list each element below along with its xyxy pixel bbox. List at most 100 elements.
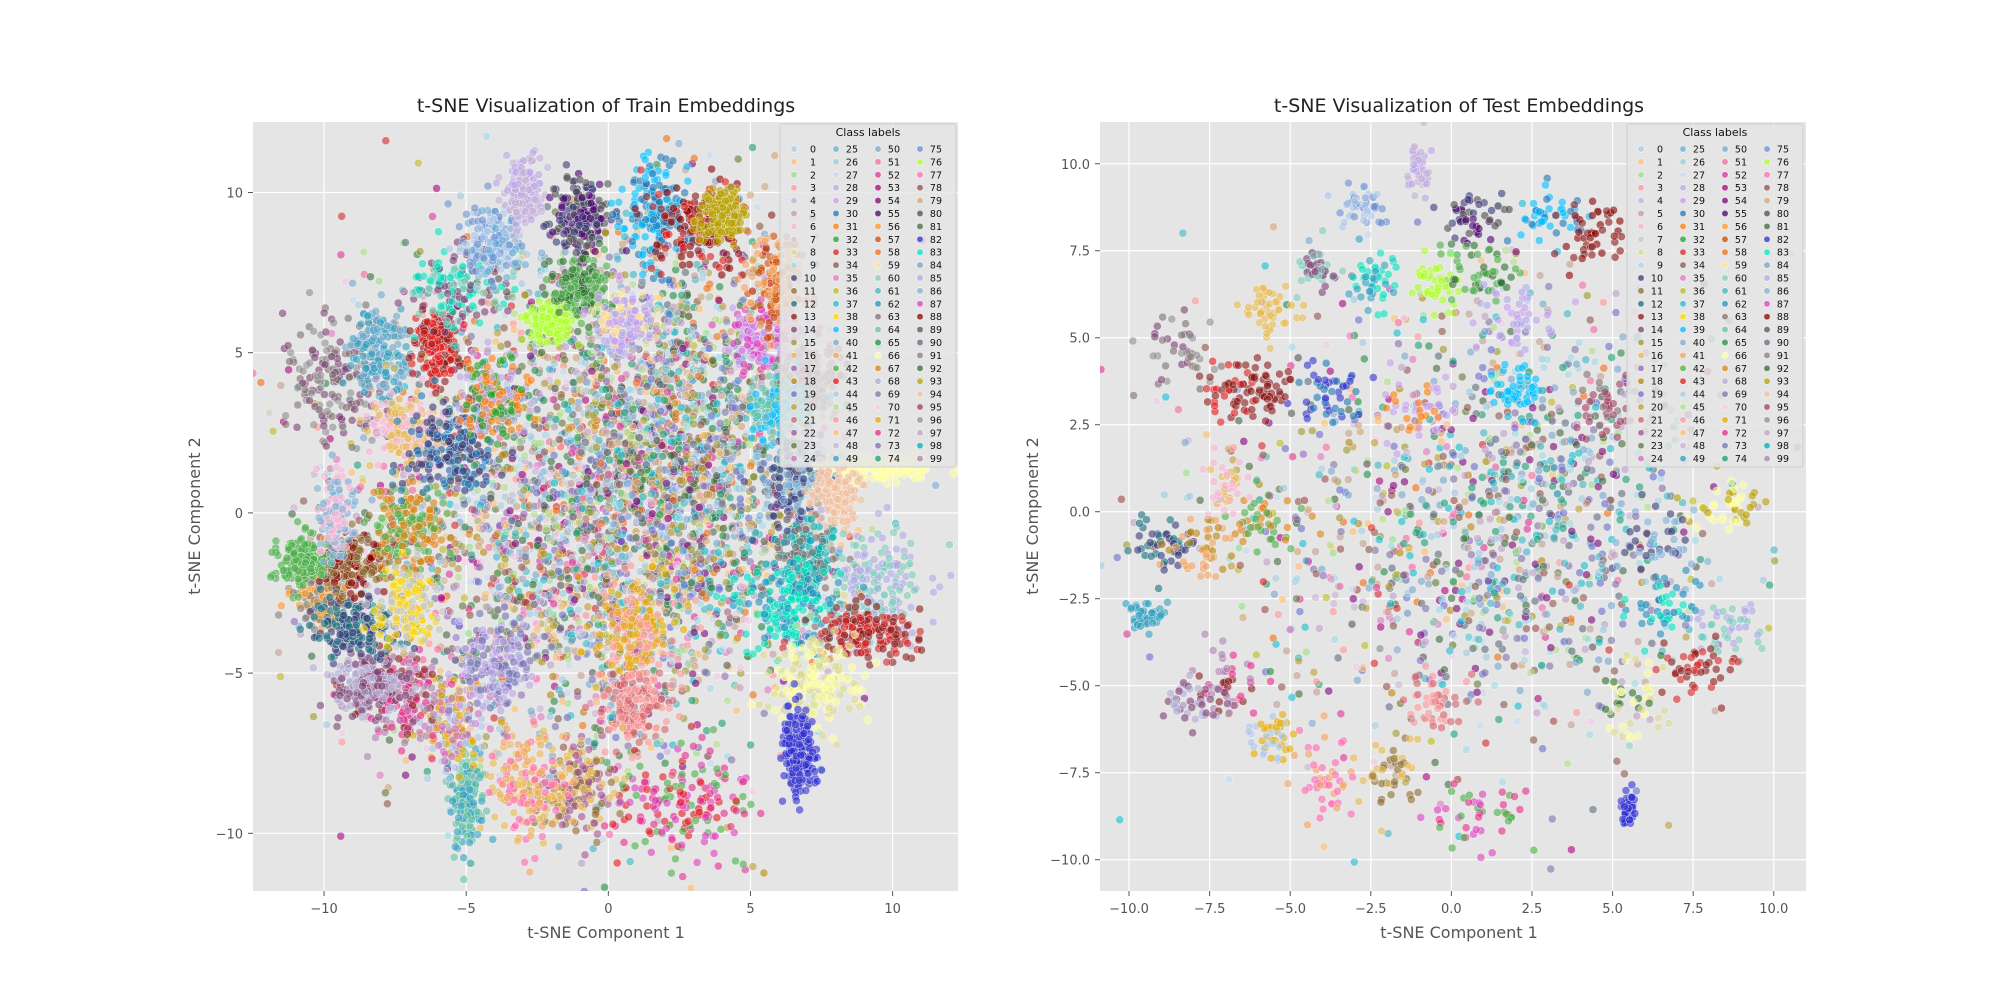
scatter-point-class-26 — [672, 315, 681, 324]
scatter-point-class-15 — [481, 732, 491, 741]
scatter-point-class-97 — [583, 427, 593, 437]
scatter-point-class-69 — [748, 484, 757, 494]
scatter-point-class-27 — [563, 688, 572, 698]
scatter-point-class-65 — [649, 451, 658, 460]
scatter-point-class-52 — [714, 481, 724, 491]
scatter-point-class-27 — [753, 202, 762, 212]
scatter-point-class-14 — [278, 309, 287, 318]
scatter-point-class-70 — [731, 526, 740, 535]
scatter-point-class-15 — [687, 545, 696, 554]
scatter-point-class-79 — [571, 353, 581, 363]
scatter-point-class-47 — [701, 352, 711, 362]
scatter-point-class-36 — [438, 545, 448, 554]
scatter-point-class-81 — [687, 578, 696, 588]
scatter-point-class-19 — [611, 733, 621, 742]
scatter-point-class-36 — [460, 593, 469, 603]
scatter-point-class-44 — [545, 533, 555, 543]
scatter-point-class-69 — [702, 442, 712, 451]
scatter-point-class-5 — [527, 446, 537, 456]
scatter-point-class-49 — [363, 311, 373, 320]
scatter-point-class-14 — [310, 353, 320, 362]
scatter-point-class-9 — [675, 513, 684, 522]
scatter-point-class-89 — [582, 479, 592, 489]
scatter-point-class-54 — [587, 366, 597, 376]
scatter-point-class-49 — [346, 361, 356, 370]
scatter-point-class-47 — [716, 448, 725, 457]
scatter-point-class-69 — [700, 667, 710, 677]
scatter-point-class-58 — [662, 134, 671, 143]
scatter-point-class-9 — [760, 545, 769, 554]
scatter-point-class-37 — [539, 575, 548, 585]
scatter-point-class-27 — [704, 293, 713, 303]
scatter-point-class-96 — [307, 388, 316, 398]
scatter-point-class-70 — [744, 616, 753, 625]
scatter-point-class-26 — [488, 481, 498, 490]
scatter-point-class-44 — [558, 675, 567, 684]
scatter-point-class-26 — [686, 326, 696, 335]
scatter-point-class-26 — [727, 437, 737, 447]
scatter-point-class-58 — [733, 633, 742, 643]
scatter-point-class-26 — [698, 363, 708, 372]
scatter-point-class-58 — [746, 461, 755, 471]
scatter-point-class-97 — [723, 607, 732, 616]
scatter-point-class-19 — [558, 610, 567, 620]
scatter-point-class-2 — [374, 276, 384, 286]
scatter-point-class-14 — [320, 360, 330, 369]
scatter-point-class-37 — [712, 606, 722, 616]
scatter-point-class-97 — [568, 502, 578, 511]
scatter-point-class-14 — [347, 416, 357, 425]
scatter-point-class-15 — [496, 342, 506, 351]
scatter-point-class-74 — [687, 696, 697, 705]
scatter-point-class-70 — [647, 498, 656, 508]
scatter-point-class-84 — [378, 380, 388, 389]
scatter-point-class-34 — [601, 485, 611, 495]
scatter-point-class-45 — [544, 510, 553, 519]
scatter-point-class-63 — [342, 403, 351, 412]
scatter-point-class-65 — [545, 494, 554, 503]
scatter-point-class-65 — [668, 291, 678, 300]
scatter-point-class-14 — [305, 396, 314, 405]
scatter-point-class-15 — [703, 453, 712, 462]
scatter-point-class-78 — [535, 562, 545, 572]
scatter-point-class-15 — [500, 554, 510, 564]
scatter-point-class-50 — [656, 592, 666, 601]
scatter-point-class-27 — [705, 150, 715, 160]
scatter-point-class-20 — [589, 410, 598, 420]
scatter-point-class-81 — [518, 536, 527, 545]
scatter-point-class-61 — [625, 857, 635, 866]
scatter-point-class-79 — [696, 292, 706, 302]
scatter-point-class-58 — [256, 378, 266, 387]
scatter-point-class-79 — [704, 490, 714, 499]
scatter-point-class-34 — [559, 742, 568, 752]
scatter-point-class-5 — [602, 428, 611, 438]
scatter-point-class-5 — [276, 381, 286, 390]
scatter-point-class-33 — [381, 136, 391, 145]
scatter-point-class-14 — [319, 421, 329, 431]
scatter-point-class-74 — [467, 550, 476, 560]
scatter-point-class-37 — [716, 558, 726, 567]
scatter-point-class-23 — [560, 355, 569, 365]
scatter-point-class-26 — [585, 543, 595, 552]
scatter-point-class-54 — [691, 679, 700, 688]
scatter-point-class-14 — [319, 308, 329, 318]
scatter-point-class-74 — [740, 548, 749, 557]
scatter-point-class-58 — [748, 690, 758, 700]
scatter-point-class-89 — [721, 427, 731, 437]
scatter-point-class-54 — [714, 296, 724, 305]
scatter-point-class-74 — [660, 395, 669, 405]
scatter-point-class-58 — [702, 528, 712, 538]
scatter-point-class-69 — [642, 382, 652, 391]
scatter-point-class-40 — [712, 539, 722, 548]
scatter-point-class-97 — [735, 683, 745, 693]
scatter-point-class-97 — [684, 552, 693, 562]
scatter-point-class-63 — [314, 405, 324, 414]
scatter-point-class-14 — [320, 390, 329, 399]
scatter-point-class-45 — [596, 355, 605, 365]
scatter-point-class-3 — [600, 747, 610, 757]
scatter-point-class-15 — [415, 247, 425, 256]
scatter-point-class-20 — [493, 529, 502, 538]
scatter-point-class-5 — [543, 353, 552, 362]
scatter-point-class-54 — [688, 669, 697, 679]
scatter-point-class-47 — [510, 704, 520, 714]
